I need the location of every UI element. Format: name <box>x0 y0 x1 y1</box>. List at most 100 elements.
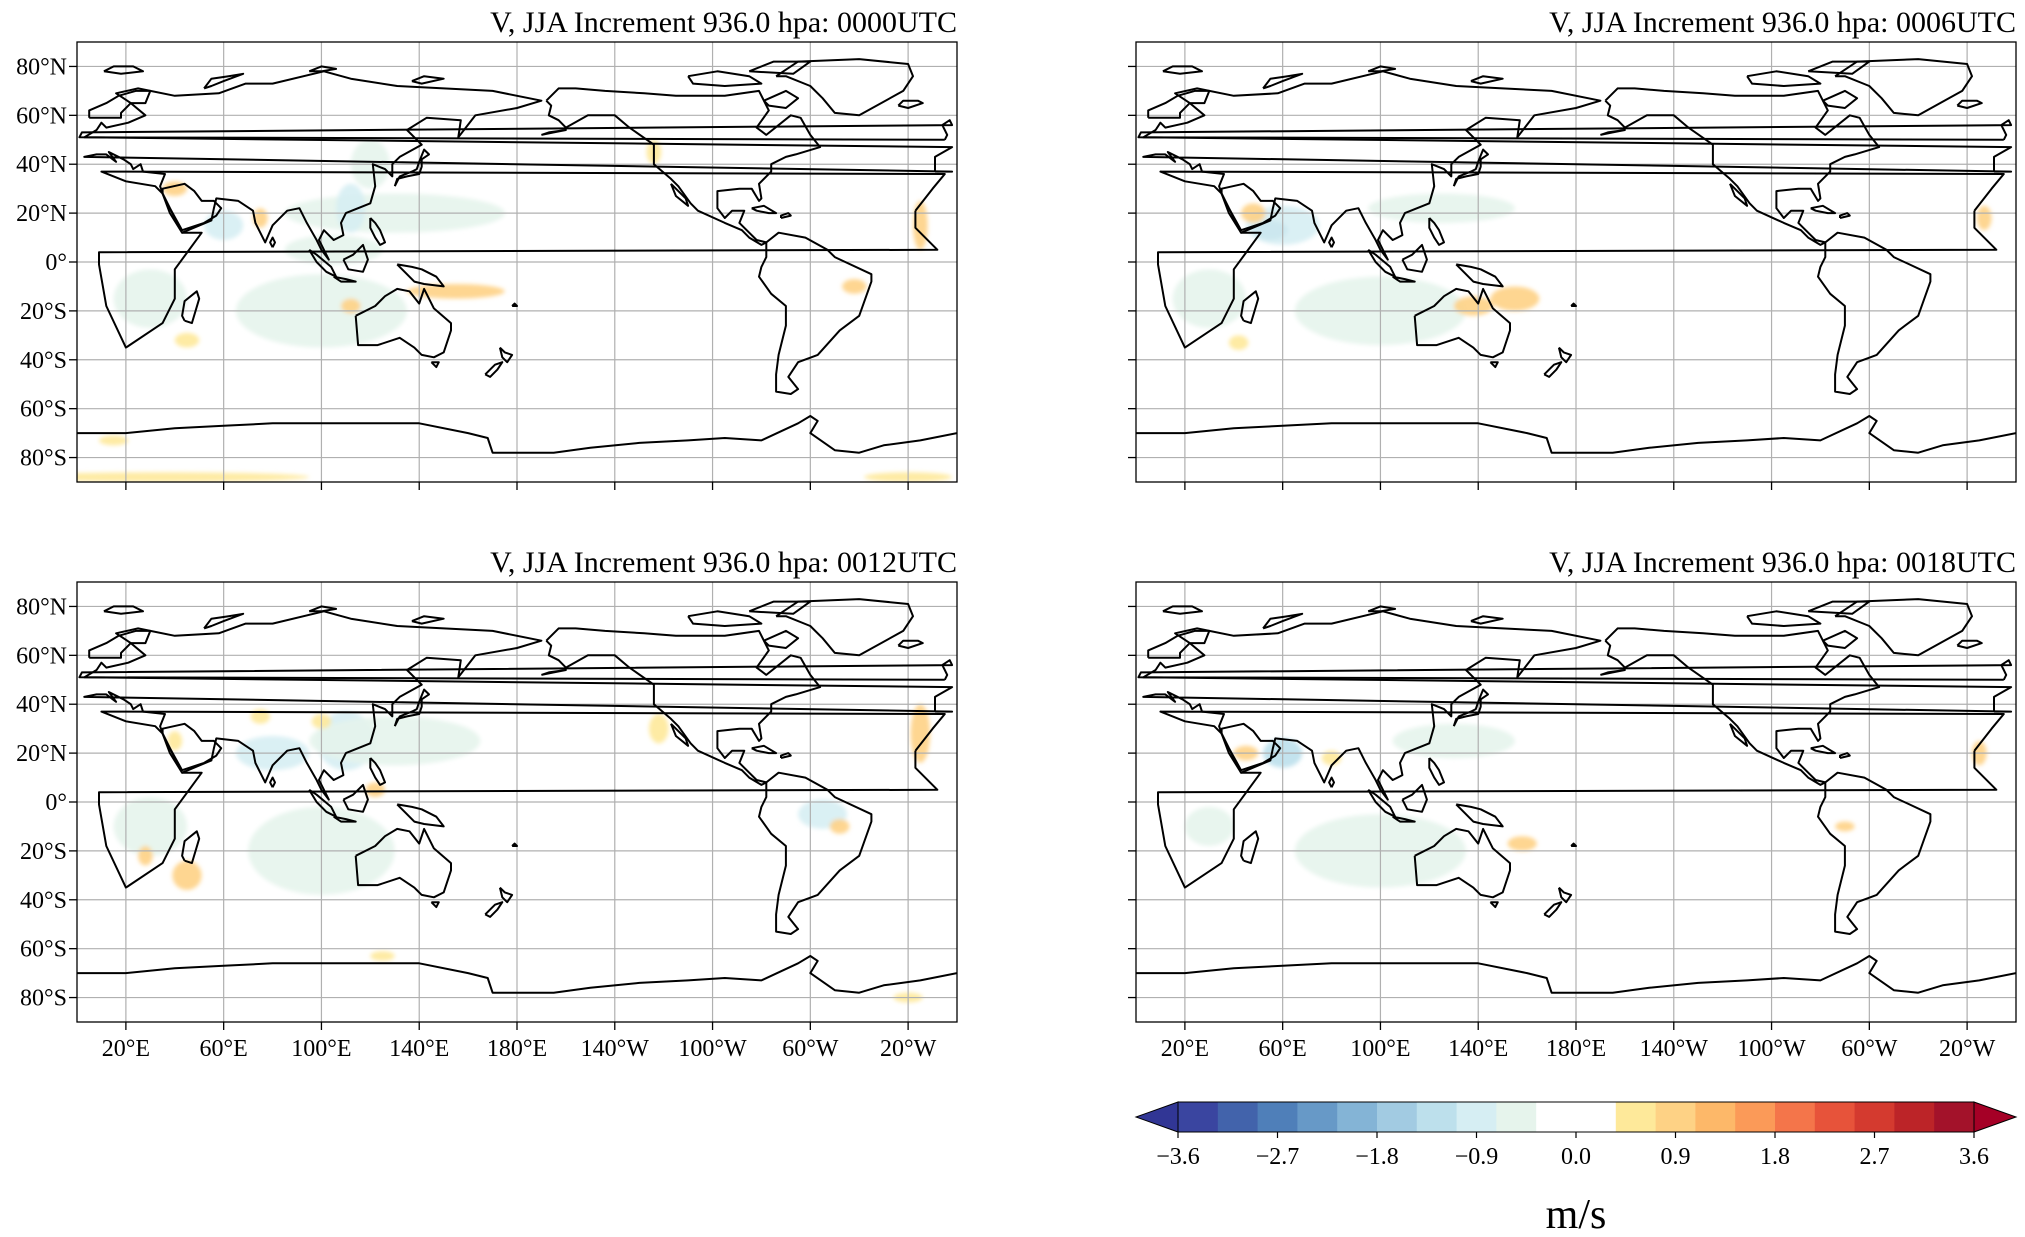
coastline-iceland <box>1956 639 1983 649</box>
coastline-new-zealand-south <box>484 901 504 918</box>
coastline-new-siberian <box>411 75 445 85</box>
coastline-africa <box>98 170 946 349</box>
colorbar-bin <box>1377 1102 1418 1132</box>
coastline-north-america <box>1604 627 1881 786</box>
coastline-java <box>333 275 357 283</box>
coastline-ellesmere <box>748 600 812 615</box>
coastline-novaya-zemlya <box>203 72 245 90</box>
coastline-alaska-islands <box>541 669 567 676</box>
colorbar-bin <box>1854 1102 1895 1132</box>
coastline-tasmania <box>1489 901 1499 909</box>
coastline-tasmania <box>1489 361 1499 369</box>
coastline-canadian-arch <box>1746 70 1822 87</box>
lon-tick-label: 100°W <box>678 1036 747 1062</box>
coastline-hispaniola <box>1839 752 1851 759</box>
coastline-iceland <box>897 99 924 109</box>
lon-tick-label: 100°W <box>1737 1036 1806 1062</box>
coastline-eurasia <box>83 70 954 261</box>
coastline-borneo <box>342 243 369 273</box>
coastline-islands-pacific <box>1570 302 1577 307</box>
coastline-australia <box>1413 287 1511 359</box>
colorbar-bin <box>1735 1102 1776 1132</box>
coastline-canadian-arch <box>687 610 763 627</box>
coastline-sri-lanka <box>1328 776 1335 788</box>
lon-tick-label: 180°E <box>1546 1036 1606 1062</box>
coastline-new-siberian <box>1470 75 1504 85</box>
coastline-baffin <box>763 89 800 109</box>
coastline-north-america <box>545 87 822 246</box>
lat-tick-label: 20°S <box>20 299 67 325</box>
coastline-baja <box>1729 723 1749 747</box>
coastline-ellesmere <box>748 60 812 75</box>
coastline-greenland <box>1834 58 1973 117</box>
coastlines <box>1136 58 2016 454</box>
coastline-borneo <box>1401 243 1428 273</box>
coastline-baja <box>670 183 690 207</box>
colorbar-bin <box>1934 1102 1975 1132</box>
lon-tick-label: 60°E <box>200 1036 248 1062</box>
coastline-new-siberian <box>411 615 445 625</box>
lat-tick-label: 40°S <box>20 888 67 914</box>
coastline-philippines <box>369 757 386 786</box>
negative-increment-patch <box>1392 723 1515 759</box>
colorbar-tick-label: −0.9 <box>1455 1144 1499 1170</box>
coastline-japan <box>1452 148 1489 187</box>
coastline-severnaya <box>308 65 338 73</box>
coastline-antarctica <box>1136 955 2016 994</box>
panel-title: V, JJA Increment 936.0 hpa: 0006UTC <box>1549 6 2016 39</box>
coastline-sri-lanka <box>1328 236 1335 248</box>
positive-increment-patch <box>167 731 183 751</box>
coastline-ellesmere <box>1807 60 1871 75</box>
coastline-madagascar <box>1240 290 1260 325</box>
lon-tick-label: 20°E <box>1161 1036 1209 1062</box>
lat-tick-label: 60°S <box>20 937 67 963</box>
coastline-australia <box>1413 827 1511 899</box>
coastline-scandinavia-north <box>1147 629 1211 659</box>
coastline-eurasia <box>83 610 954 801</box>
positive-increment-patch <box>99 435 129 446</box>
coastline-alaska-islands <box>1600 129 1626 136</box>
coastline-baffin <box>763 629 800 649</box>
coastline-new-zealand-south <box>1543 361 1563 378</box>
positive-increment-patch <box>1976 205 1992 231</box>
lon-tick-label: 140°W <box>1640 1036 1709 1062</box>
coastline-philippines <box>1428 757 1445 786</box>
panel-title: V, JJA Increment 936.0 hpa: 0018UTC <box>1549 546 2016 579</box>
lat-tick-label: 60°S <box>20 397 67 423</box>
coastline-scandinavia-north <box>88 89 152 119</box>
coastline-severnaya <box>1367 605 1397 613</box>
lat-tick-label: 60°N <box>16 643 67 669</box>
coastline-greenland <box>775 58 914 117</box>
coastline-japan <box>1452 688 1489 727</box>
coastline-japan <box>393 688 430 727</box>
coastline-baffin <box>1822 89 1859 109</box>
coastline-south-america <box>758 231 873 395</box>
colorbar-tick-label: 1.8 <box>1760 1144 1790 1170</box>
positive-increment-patch <box>1453 296 1493 316</box>
map-panel-3: 80°N 60°N 40°N 20°N 0° 20°S 40°S 60°S 80°S 20°E 60… <box>16 546 958 1062</box>
coastline-arabia <box>161 722 223 772</box>
coastline-south-america <box>1817 231 1932 395</box>
coastline-australia <box>354 287 452 359</box>
coastline-africa <box>1157 170 2005 349</box>
coastline-iceland <box>897 639 924 649</box>
coastline-uk <box>78 119 954 141</box>
colorbar-bin <box>1536 1102 1577 1132</box>
positive-increment-patch <box>842 279 867 294</box>
colorbar-bin <box>1178 1102 1219 1132</box>
coastline-ellesmere <box>1807 600 1871 615</box>
coastline-baffin <box>1822 629 1859 649</box>
coastlines <box>77 598 957 994</box>
colorbar: −3.6 −2.7 −1.8 −0.9 0.0 0.9 1.8 2.7 3.6 m/s <box>1134 1101 2018 1237</box>
lon-tick-label: 140°E <box>1448 1036 1508 1062</box>
colorbar-bin <box>1814 1102 1856 1132</box>
lon-tick-label: 60°E <box>1259 1036 1307 1062</box>
positive-increment-patch <box>77 472 310 482</box>
coastline-svalbard <box>1162 605 1203 615</box>
coastline-islands-pacific <box>1570 842 1577 847</box>
coastline-eurasia <box>1142 610 2013 801</box>
coastline-sri-lanka <box>269 236 276 248</box>
positive-increment-patch <box>370 951 395 961</box>
lon-tick-label: 60°W <box>1841 1036 1898 1062</box>
coastline-new-siberian <box>1470 615 1504 625</box>
